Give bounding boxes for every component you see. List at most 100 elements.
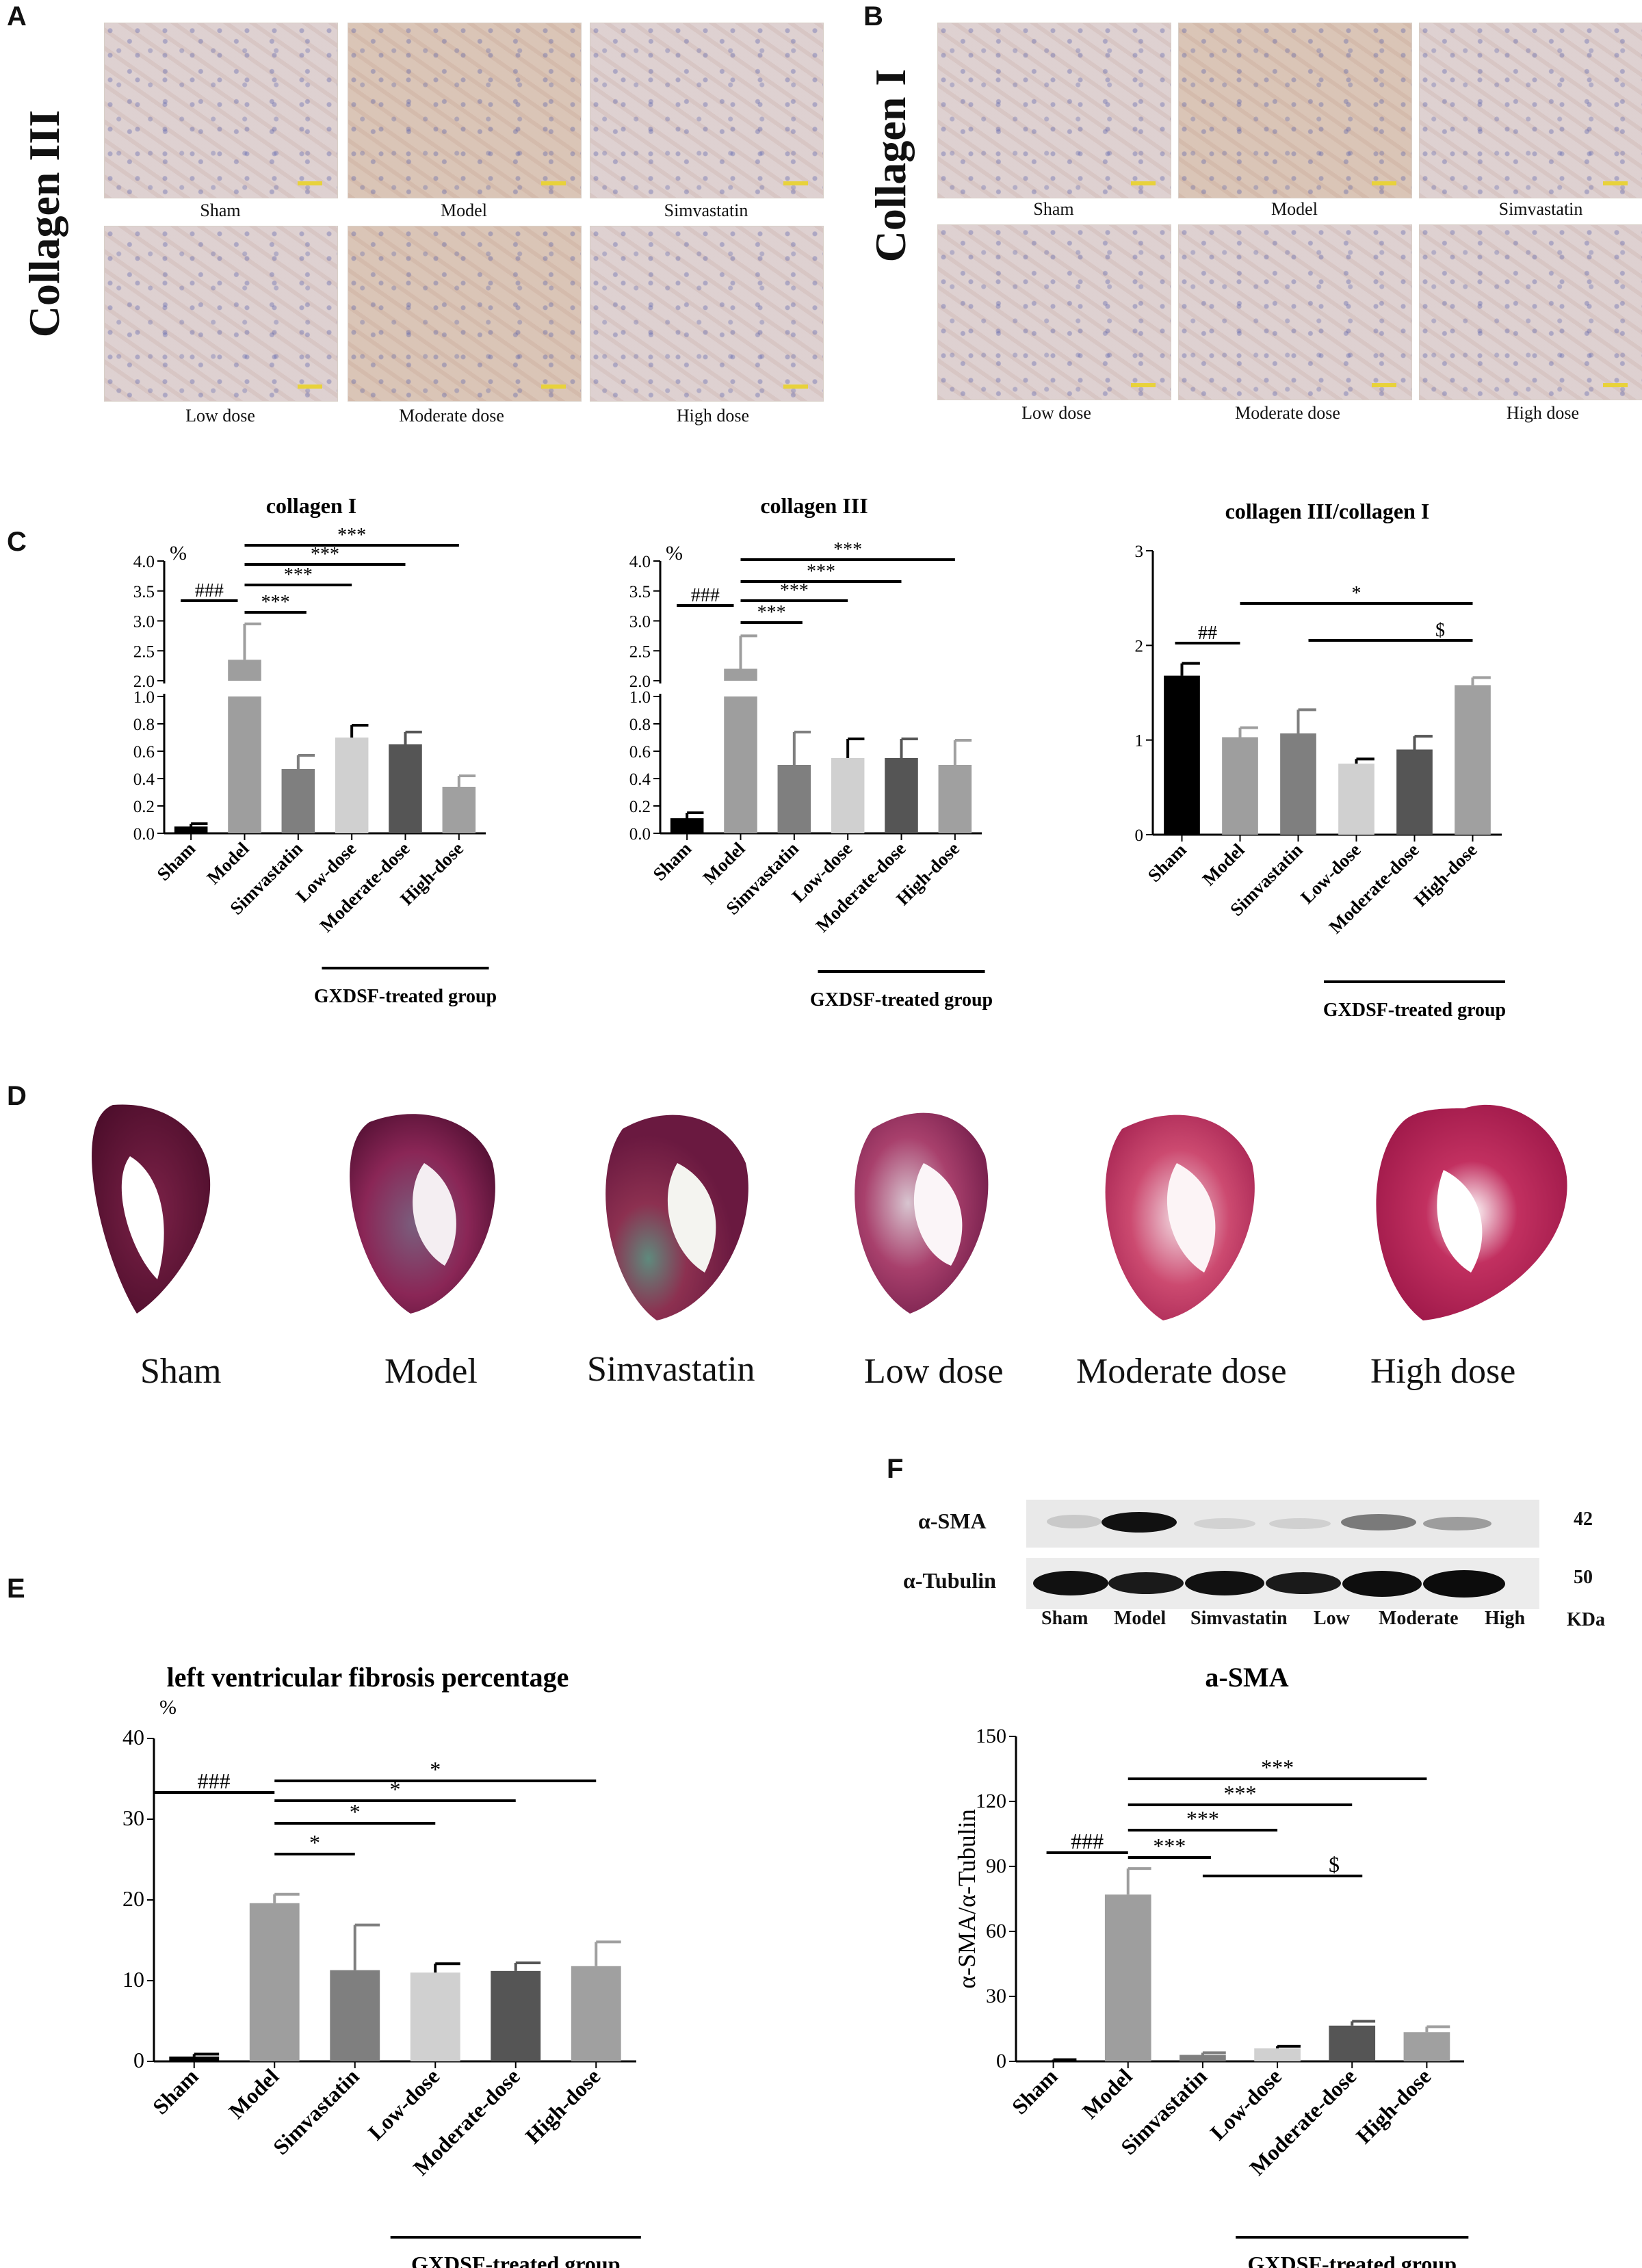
- chart-title: collagen III: [760, 493, 868, 518]
- group-label: GXDSF-treated group: [810, 989, 993, 1011]
- y-tick-label: 10: [122, 1967, 144, 1992]
- category-label: Model: [203, 838, 254, 889]
- y-tick-label: 0.8: [629, 716, 651, 734]
- bar: [885, 758, 918, 833]
- panel-letter-c: C: [7, 527, 27, 557]
- western-blot-image: [1026, 1500, 1539, 1609]
- bar-lower: [724, 696, 757, 833]
- y-tick-label: 0.0: [629, 825, 651, 844]
- blot-size-50: 50: [1574, 1567, 1593, 1588]
- heart-sham: [92, 1104, 211, 1314]
- heart-model: [350, 1114, 495, 1314]
- chart-title: collagen I: [266, 493, 356, 518]
- heart-caption-model: Model: [385, 1352, 478, 1391]
- y-axis-label: α-SMA/α-Tubulin: [953, 1809, 980, 1988]
- significance-mark: ###: [198, 1769, 231, 1793]
- significance-mark: $: [1329, 1852, 1340, 1877]
- micro-b-simvastatin: [1419, 23, 1642, 198]
- bar: [1164, 675, 1200, 835]
- caption-a-moderate: Moderate dose: [399, 406, 504, 426]
- scale-bar: [1372, 383, 1396, 387]
- bar: [831, 758, 865, 833]
- micro-a-simvastatin: [590, 23, 824, 198]
- significance-mark: *: [350, 1799, 361, 1824]
- chart-title: collagen III/collagen I: [1225, 499, 1430, 523]
- category-label: Low-dose: [363, 2063, 444, 2144]
- y-unit-label: %: [666, 542, 683, 564]
- y-tick-label: 3.0: [133, 613, 155, 631]
- bar: [389, 744, 422, 833]
- micro-b-sham: [937, 23, 1171, 198]
- panel-letter-a: A: [7, 1, 27, 31]
- bar: [169, 2056, 220, 2061]
- heart-caption-moderate: Moderate dose: [1076, 1352, 1287, 1391]
- heart-caption-sham: Sham: [140, 1352, 222, 1391]
- bar: [571, 1966, 621, 2061]
- collagen-i-side-label: Collagen I: [866, 68, 915, 263]
- blot-unit: KDa: [1567, 1609, 1605, 1630]
- panel-letter-f: F: [887, 1454, 904, 1484]
- significance-mark: ***: [807, 561, 835, 582]
- y-tick-label: 3.5: [133, 583, 155, 601]
- category-label: Sham: [153, 838, 200, 885]
- significance-mark: ***: [780, 580, 809, 601]
- heart-moderate: [1105, 1115, 1255, 1320]
- group-label: GXDSF-treated group: [1248, 2252, 1457, 2268]
- blot-lane-model: Model: [1114, 1608, 1167, 1629]
- y-tick-label: 1: [1135, 732, 1144, 751]
- heart-simvastatin: [605, 1115, 748, 1320]
- category-label: Model: [1078, 2063, 1137, 2123]
- significance-mark: ***: [1261, 1755, 1294, 1780]
- scale-bar: [541, 384, 566, 389]
- y-tick-label: 4.0: [133, 553, 155, 571]
- scale-bar: [1603, 181, 1628, 185]
- bar: [938, 765, 972, 833]
- caption-a-simvastatin: Simvastatin: [664, 200, 748, 220]
- scale-bar: [541, 181, 566, 185]
- panel-letter-d: D: [7, 1081, 27, 1111]
- y-tick-label: 90: [986, 1855, 1006, 1877]
- y-tick-label: 0: [996, 2050, 1006, 2072]
- y-tick-label: 150: [976, 1725, 1006, 1747]
- caption-b-high: High dose: [1506, 403, 1580, 423]
- bar: [1180, 2055, 1226, 2061]
- caption-a-low: Low dose: [185, 406, 255, 426]
- micro-b-high: [1419, 224, 1642, 400]
- y-tick-label: 0.8: [133, 716, 155, 734]
- category-label: Sham: [148, 2063, 203, 2119]
- y-tick-label: 0: [133, 2048, 144, 2072]
- caption-b-sham: Sham: [1033, 199, 1074, 219]
- y-unit-label: %: [159, 1696, 177, 1719]
- micro-a-moderate: [348, 226, 582, 402]
- significance-mark: ***: [833, 539, 862, 560]
- caption-a-model: Model: [441, 200, 487, 220]
- chart-title: a-SMA: [1205, 1662, 1288, 1693]
- significance-mark: ###: [691, 585, 720, 606]
- bar: [1396, 749, 1433, 835]
- bar: [330, 1970, 380, 2061]
- bar: [410, 1972, 460, 2061]
- micro-a-low: [104, 226, 338, 402]
- y-tick-label: 2: [1135, 637, 1144, 655]
- category-label: High-dose: [521, 2063, 605, 2148]
- category-label: Simvastatin: [268, 2063, 364, 2159]
- significance-mark: ###: [195, 580, 224, 601]
- y-tick-label: 0.2: [133, 798, 155, 816]
- bar: [335, 738, 369, 833]
- significance-mark: ***: [1153, 1834, 1186, 1858]
- bar: [249, 1903, 300, 2061]
- panel-letter-e: E: [7, 1574, 25, 1604]
- category-label: Model: [224, 2063, 283, 2123]
- bar-upper: [228, 660, 261, 681]
- scale-bar: [298, 181, 322, 185]
- significance-mark: ***: [311, 544, 339, 565]
- bar: [174, 826, 208, 833]
- y-tick-label: 3.0: [629, 613, 651, 631]
- scale-bar: [1372, 181, 1396, 185]
- category-label: High-dose: [1410, 839, 1481, 911]
- category-label: Model: [699, 838, 750, 889]
- y-tick-label: 60: [986, 1920, 1006, 1942]
- significance-mark: ***: [337, 525, 366, 546]
- y-tick-label: 0.0: [133, 825, 155, 844]
